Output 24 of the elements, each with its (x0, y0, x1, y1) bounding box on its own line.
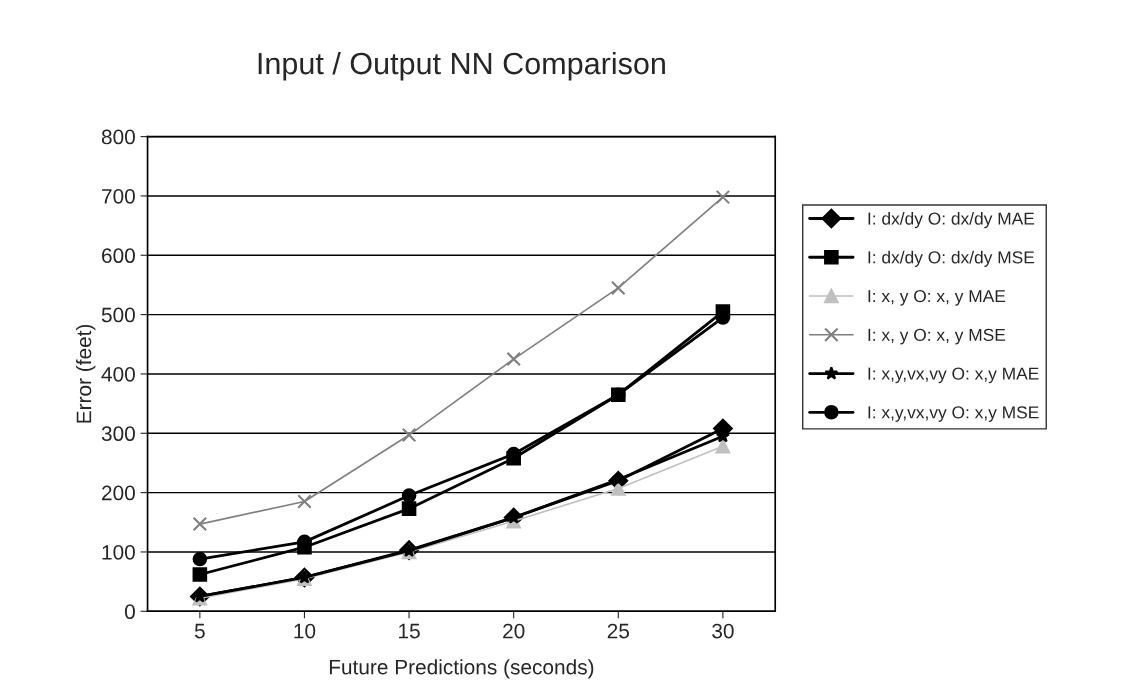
legend-label: I: dx/dy O: dx/dy MAE (868, 212, 1035, 229)
legend-label: I: x, y O: x, y MSE (868, 328, 1006, 345)
y-tick-label: 400 (101, 366, 135, 382)
y-tick-label: 100 (102, 544, 135, 560)
y-tick-label: 200 (102, 485, 135, 501)
y-tick-label: 600 (102, 248, 135, 264)
x-tick-label: 5 (194, 623, 205, 639)
y-tick-label: 500 (101, 307, 135, 323)
x-tick-label: 25 (607, 623, 630, 639)
y-tick-label: 300 (101, 426, 135, 442)
legend-label: I: x,y,vx,vy O: x,y MAE (868, 367, 1039, 384)
legend-label: I: x, y O: x, y MAE (868, 289, 1006, 306)
x-tick-label: 20 (503, 623, 525, 639)
x-tick-label: 30 (712, 623, 734, 639)
legend-label: I: dx/dy O: dx/dy MSE (868, 250, 1035, 267)
legend-label: I: x,y,vx,vy O: x,y MSE (868, 406, 1039, 422)
y-tick-label: 700 (102, 188, 135, 204)
x-axis-title: Future Predictions (seconds) (329, 659, 594, 679)
chart-title: Input / Output NN Comparison (258, 51, 665, 81)
y-axis-title: Error (feet) (76, 324, 96, 423)
y-tick-label: 800 (101, 129, 135, 145)
y-tick-label: 0 (124, 604, 135, 620)
x-tick-label: 10 (294, 623, 316, 639)
x-tick-label: 15 (399, 623, 420, 639)
